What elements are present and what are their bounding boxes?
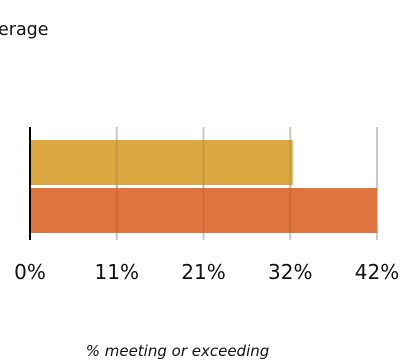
x-axis-title: % meeting or exceeding [85, 342, 270, 360]
bars [30, 140, 377, 233]
x-tick-label: 11% [95, 260, 139, 284]
x-tick-label: 32% [268, 260, 312, 284]
x-tick-label: 21% [181, 260, 225, 284]
x-tick-labels: 0% 11% 21% 32% 42% [14, 260, 399, 284]
bar-1 [30, 140, 293, 185]
x-tick-label: 0% [14, 260, 46, 284]
bar-2 [30, 188, 377, 233]
chart-title-fragment: erage [0, 20, 49, 40]
x-tick-label: 42% [355, 260, 399, 284]
